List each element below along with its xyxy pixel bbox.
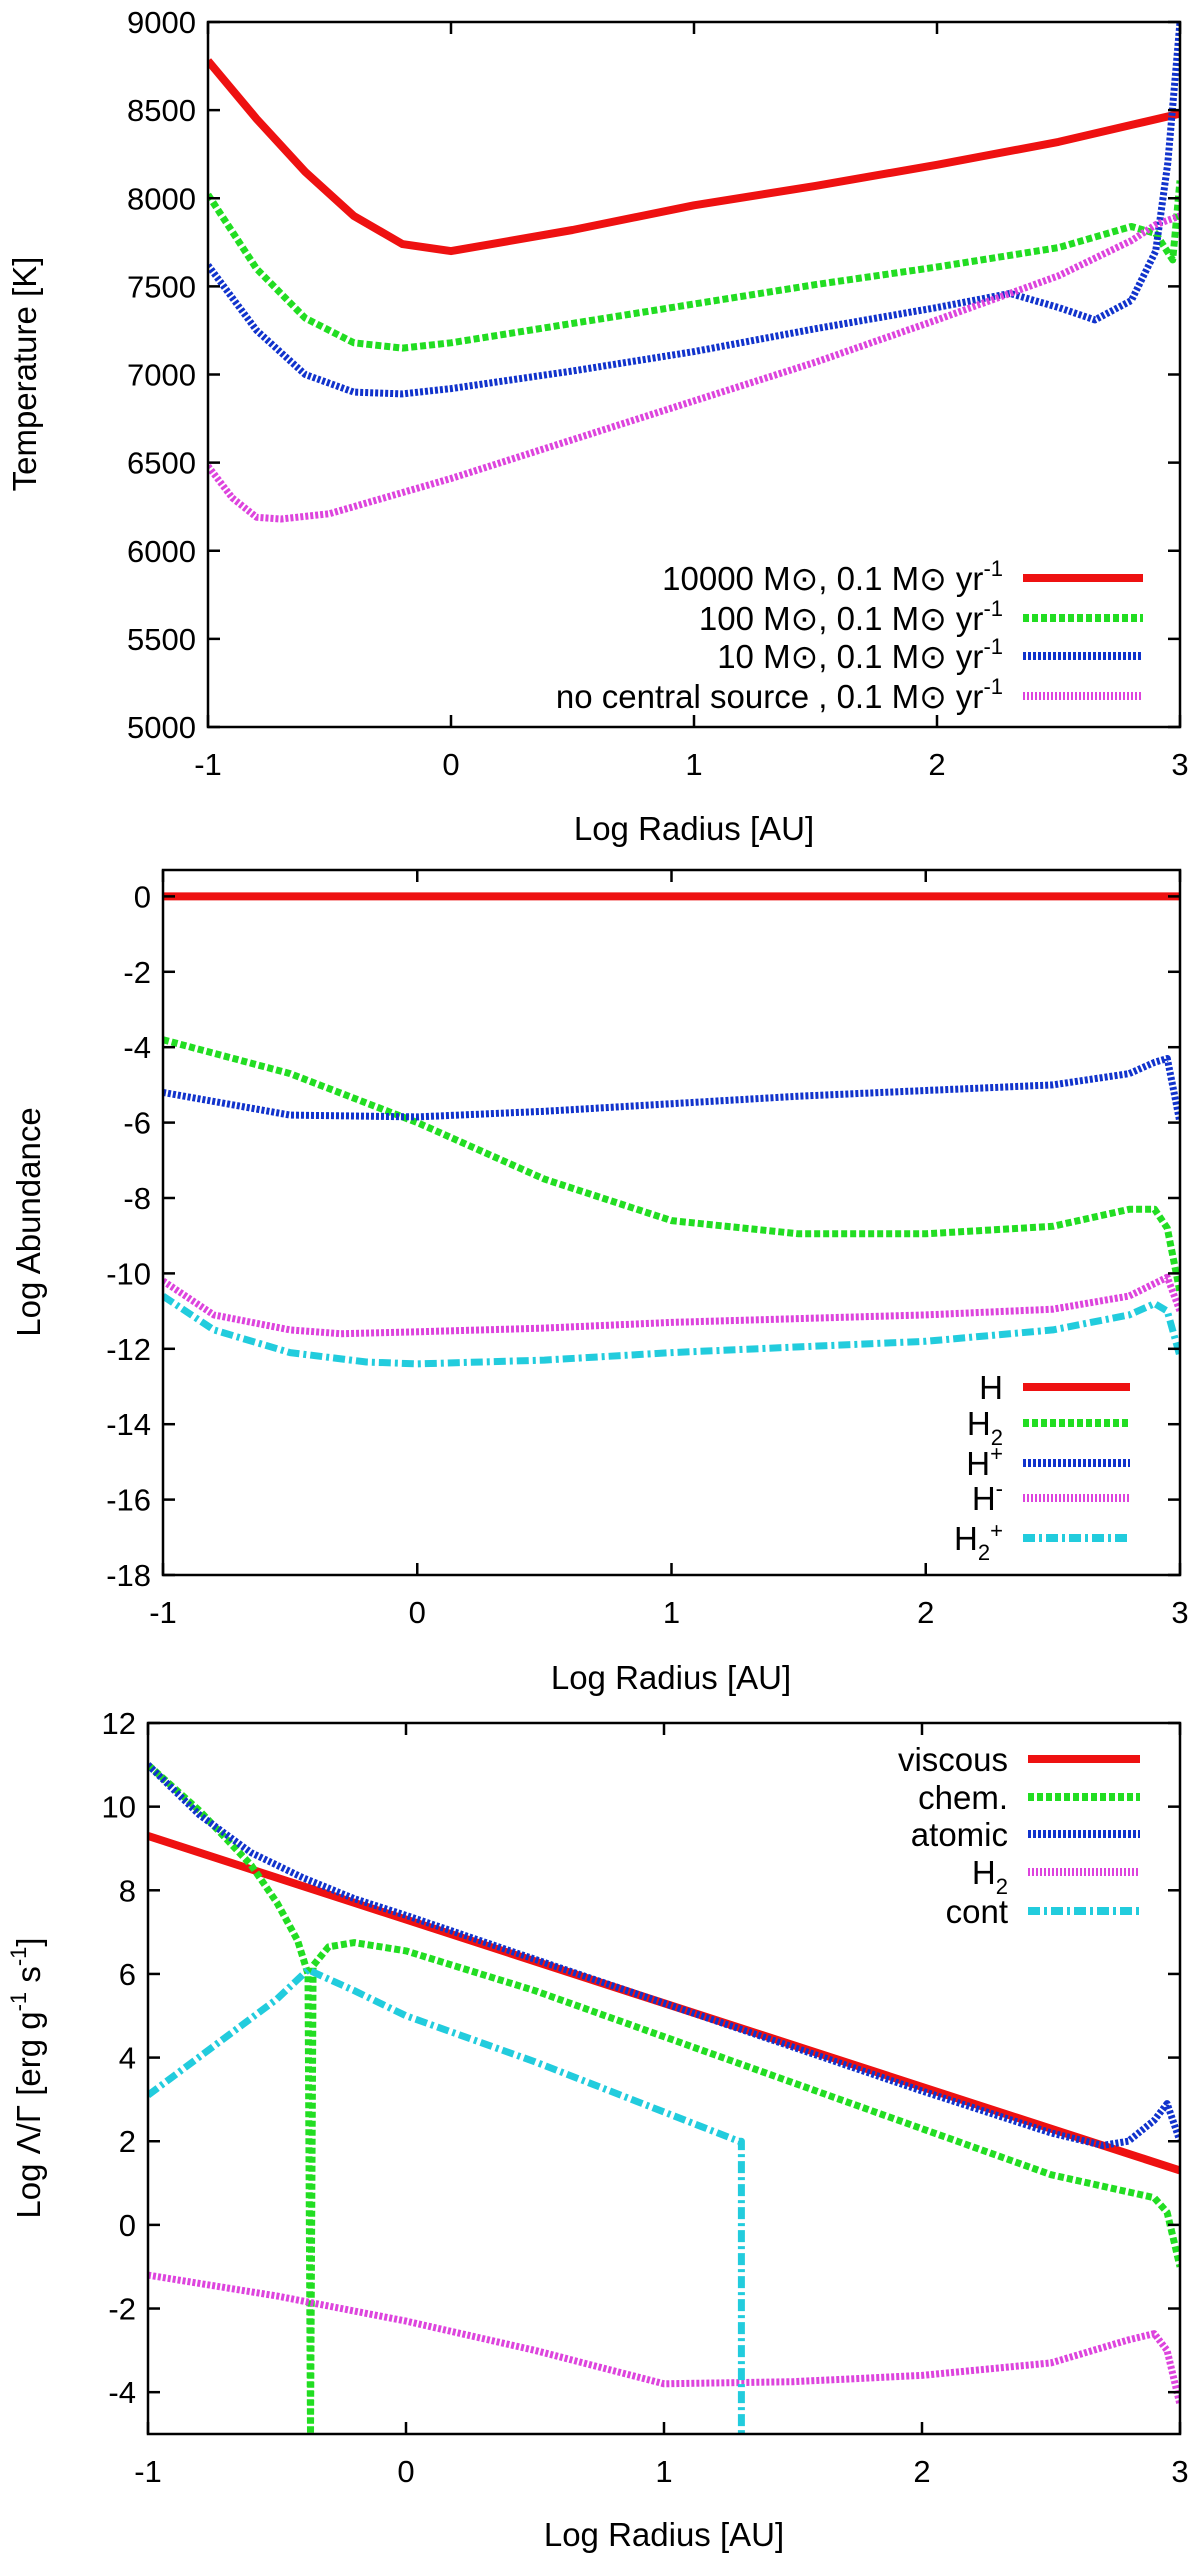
legend-entry-H2: H2: [967, 1405, 1003, 1450]
cooling-series-h2: [148, 2271, 1180, 2406]
temperature-y-tick-label: 5000: [127, 710, 196, 745]
cooling-series-chem-: [148, 1762, 1180, 2434]
legend-entry-viscous: viscous: [898, 1741, 1008, 1778]
legend-entry-no-central-source: no central source , 0.1 M⊙ yr-1: [556, 674, 1003, 715]
cooling-y-axis-label: Log Λ/Γ [erg g-1 s-1]: [6, 1937, 47, 2218]
cooling-x-tick-label: 0: [397, 2454, 414, 2489]
cooling-y-tick-label: -4: [108, 2375, 136, 2410]
abundance-panel: -1 0 1 2 3-18-16-14-12-10-8-6-4-20 Log Radiu…: [10, 868, 1189, 1696]
cooling-series: [148, 1762, 1180, 2434]
temperature-y-tick-label: 9000: [127, 5, 196, 40]
temperature-x-tick-label: -1: [194, 747, 222, 782]
temperature-y-tick-label: 7500: [127, 269, 196, 304]
legend-entry-chem: chem.: [918, 1779, 1008, 1816]
abundance-y-tick-label: -4: [123, 1030, 151, 1065]
temperature-series-10000-m-0-1-m-yr-1: [208, 58, 1180, 256]
cooling-y-tick-label: 12: [102, 1706, 136, 1741]
legend-entry-H2-plus: H2+: [954, 1518, 1003, 1565]
temperature-y-tick-label: 6500: [127, 446, 196, 481]
temperature-x-tick-label: 2: [928, 747, 945, 782]
abundance-y-axis-label: Log Abundance: [10, 1107, 47, 1336]
legend-entry-H: H: [979, 1369, 1003, 1406]
abundance-series-h-: [163, 1273, 1180, 1338]
temperature-series-no-central-source-0-1-m-yr-1: [208, 212, 1180, 523]
abundance-x-tick-label: 1: [663, 1595, 680, 1630]
cooling-series-cont: [148, 1966, 745, 2434]
abundance-series: [163, 892, 1180, 1368]
abundance-y-tick-label: -16: [106, 1483, 151, 1518]
cooling-y-tick-label: 8: [119, 1873, 136, 1908]
legend-entry-100msun: 100 M⊙, 0.1 M⊙ yr-1: [699, 596, 1003, 637]
temperature-legend: 10000 M⊙, 0.1 M⊙ yr-1 100 M⊙, 0.1 M⊙ yr-…: [556, 556, 1143, 715]
abundance-y-tick-label: -12: [106, 1332, 151, 1367]
temperature-y-tick-label: 8000: [127, 181, 196, 216]
abundance-y-tick-label: -10: [106, 1256, 151, 1291]
abundance-y-tick-label: -2: [123, 955, 151, 990]
temperature-series-10-m-0-1-m-yr-1: [208, 22, 1180, 398]
cooling-y-tick-label: 2: [119, 2124, 136, 2159]
abundance-series-h-: [163, 1055, 1180, 1124]
abundance-legend: H H2 H+ H- H2+: [954, 1369, 1130, 1565]
abundance-y-tick-label: -8: [123, 1181, 151, 1216]
cooling-x-tick-label: 3: [1171, 2454, 1188, 2489]
abundance-y-tick-label: -18: [106, 1558, 151, 1593]
abundance-series-h2-: [163, 1293, 1180, 1368]
cooling-legend: viscous chem. atomic H2 cont: [898, 1741, 1140, 1930]
abundance-x-tick-label: 0: [409, 1595, 426, 1630]
legend-entry-H-minus: H-: [972, 1476, 1003, 1517]
legend-entry-H2-cooling: H2: [972, 1854, 1008, 1899]
legend-entry-10000msun: 10000 M⊙, 0.1 M⊙ yr-1: [662, 556, 1003, 597]
cooling-y-tick-label: -2: [108, 2292, 136, 2327]
temperature-x-tick-label: 1: [685, 747, 702, 782]
abundance-ticks: -1 0 1 2 3-18-16-14-12-10-8-6-4-20: [106, 870, 1189, 1630]
temperature-y-tick-label: 8500: [127, 93, 196, 128]
legend-entry-H-plus: H+: [966, 1441, 1003, 1482]
abundance-x-tick-label: 2: [917, 1595, 934, 1630]
cooling-x-tick-label: -1: [134, 2454, 162, 2489]
temperature-ticks: -1 0 1 2 3 5000 5500 6000 6500 7000 7500 8000 8500 90…: [127, 5, 1189, 782]
abundance-y-tick-label: 0: [134, 879, 151, 914]
temperature-y-tick-label: 7000: [127, 358, 196, 393]
legend-entry-cont: cont: [946, 1893, 1008, 1930]
cooling-plot-frame: [146, 1721, 1182, 2436]
abundance-y-tick-label: -14: [106, 1407, 151, 1442]
temperature-x-tick-label: 0: [442, 747, 459, 782]
abundance-x-axis-label: Log Radius [AU]: [551, 1659, 791, 1696]
temperature-x-axis-label: Log Radius [AU]: [574, 810, 814, 847]
abundance-series-h2: [163, 1036, 1180, 1293]
temperature-panel: -1 0 1 2 3 5000 5500 6000 6500 7000 7500 8000 8500 90…: [6, 5, 1189, 847]
legend-entry-atomic: atomic: [911, 1816, 1008, 1853]
abundance-x-tick-label: 3: [1171, 1595, 1188, 1630]
cooling-y-tick-label: 4: [119, 2041, 136, 2076]
cooling-y-tick-label: 6: [119, 1957, 136, 1992]
temperature-y-axis-label: Temperature [K]: [6, 257, 43, 492]
cooling-x-axis-label: Log Radius [AU]: [544, 2516, 784, 2553]
temperature-y-tick-label: 5500: [127, 622, 196, 657]
temperature-y-tick-label: 6000: [127, 534, 196, 569]
temperature-series: [208, 22, 1180, 523]
cooling-y-tick-label: 10: [102, 1790, 136, 1825]
legend-entry-10msun: 10 M⊙, 0.1 M⊙ yr-1: [717, 634, 1003, 675]
cooling-x-tick-label: 1: [655, 2454, 672, 2489]
temperature-x-tick-label: 3: [1171, 747, 1188, 782]
cooling-y-tick-label: 0: [119, 2208, 136, 2243]
abundance-y-tick-label: -6: [123, 1106, 151, 1141]
abundance-x-tick-label: -1: [149, 1595, 177, 1630]
cooling-x-tick-label: 2: [913, 2454, 930, 2489]
